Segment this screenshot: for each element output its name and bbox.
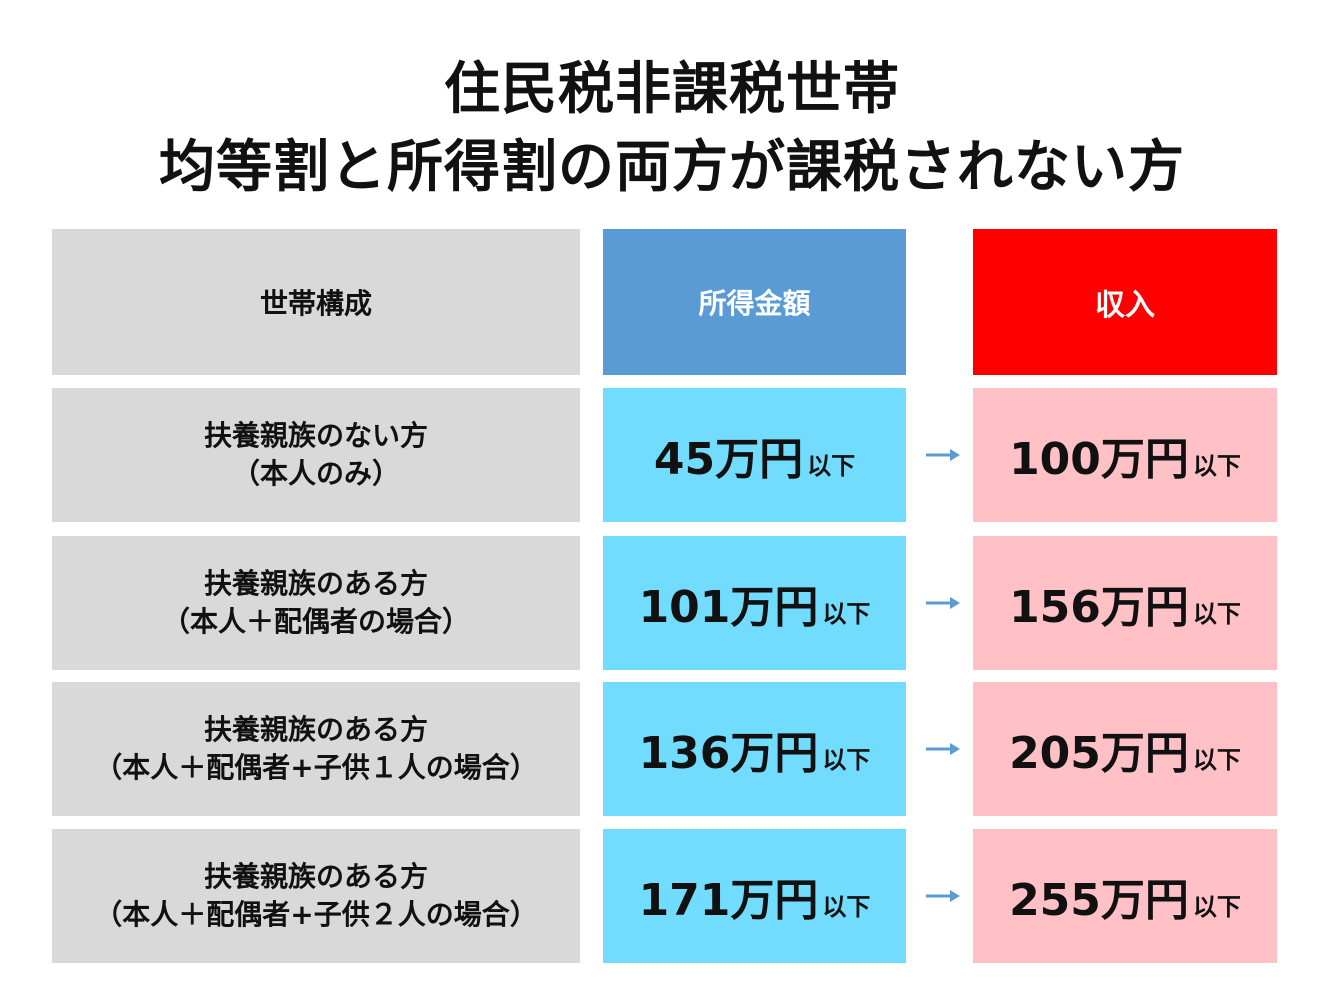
income-cell: 101万円 以下 xyxy=(603,536,906,670)
header-household: 世帯構成 xyxy=(52,229,580,375)
household-cell: 扶養親族のある方 （本人＋配偶者+子供２人の場合） xyxy=(52,829,580,963)
household-label: 扶養親族のある方 xyxy=(203,567,428,600)
income-value: 171万円 xyxy=(638,875,819,926)
income-cell: 45万円 以下 xyxy=(603,388,906,522)
income-value: 45万円 xyxy=(653,434,804,485)
income-suffix: 以下 xyxy=(822,893,871,921)
revenue-value: 156万円 xyxy=(1009,582,1189,633)
income-suffix: 以下 xyxy=(822,600,871,628)
revenue-cell: 156万円 以下 xyxy=(973,536,1277,670)
revenue-cell: 205万円 以下 xyxy=(973,682,1277,816)
household-label: 扶養親族のある方 xyxy=(203,713,428,746)
household-cell: 扶養親族のある方 （本人＋配偶者の場合） xyxy=(52,536,580,670)
revenue-suffix: 以下 xyxy=(1192,746,1241,774)
page-title: 住民税非課税世帯 xyxy=(444,57,900,122)
revenue-suffix: 以下 xyxy=(1192,452,1241,480)
income-cell: 171万円 以下 xyxy=(603,829,906,963)
revenue-cell: 255万円 以下 xyxy=(973,829,1277,963)
income-value: 101万円 xyxy=(638,582,819,633)
arrow-right-icon xyxy=(925,889,961,903)
household-label: 扶養親族のない方 xyxy=(203,419,428,452)
income-suffix: 以下 xyxy=(807,452,856,480)
household-detail: （本人＋配偶者+子供２人の場合） xyxy=(94,898,538,931)
page-subtitle: 均等割と所得割の両方が課税されない方 xyxy=(159,135,1185,200)
household-cell: 扶養親族のない方 （本人のみ） xyxy=(52,388,580,522)
revenue-cell: 100万円 以下 xyxy=(973,388,1277,522)
household-detail: （本人のみ） xyxy=(231,457,400,490)
revenue-value: 205万円 xyxy=(1009,728,1189,779)
household-cell: 扶養親族のある方 （本人＋配偶者+子供１人の場合） xyxy=(52,682,580,816)
revenue-suffix: 以下 xyxy=(1192,893,1241,921)
header-revenue: 収入 xyxy=(973,229,1277,375)
income-suffix: 以下 xyxy=(822,746,871,774)
revenue-value: 255万円 xyxy=(1009,875,1189,926)
arrow-right-icon xyxy=(925,742,961,756)
arrow-right-icon xyxy=(925,448,961,462)
revenue-suffix: 以下 xyxy=(1192,600,1241,628)
income-cell: 136万円 以下 xyxy=(603,682,906,816)
income-value: 136万円 xyxy=(638,728,819,779)
household-detail: （本人＋配偶者の場合） xyxy=(161,605,470,638)
household-detail: （本人＋配偶者+子供１人の場合） xyxy=(94,751,538,784)
revenue-value: 100万円 xyxy=(1009,434,1189,485)
header-income-amount: 所得金額 xyxy=(603,229,906,375)
arrow-right-icon xyxy=(925,596,961,610)
household-label: 扶養親族のある方 xyxy=(203,860,428,893)
